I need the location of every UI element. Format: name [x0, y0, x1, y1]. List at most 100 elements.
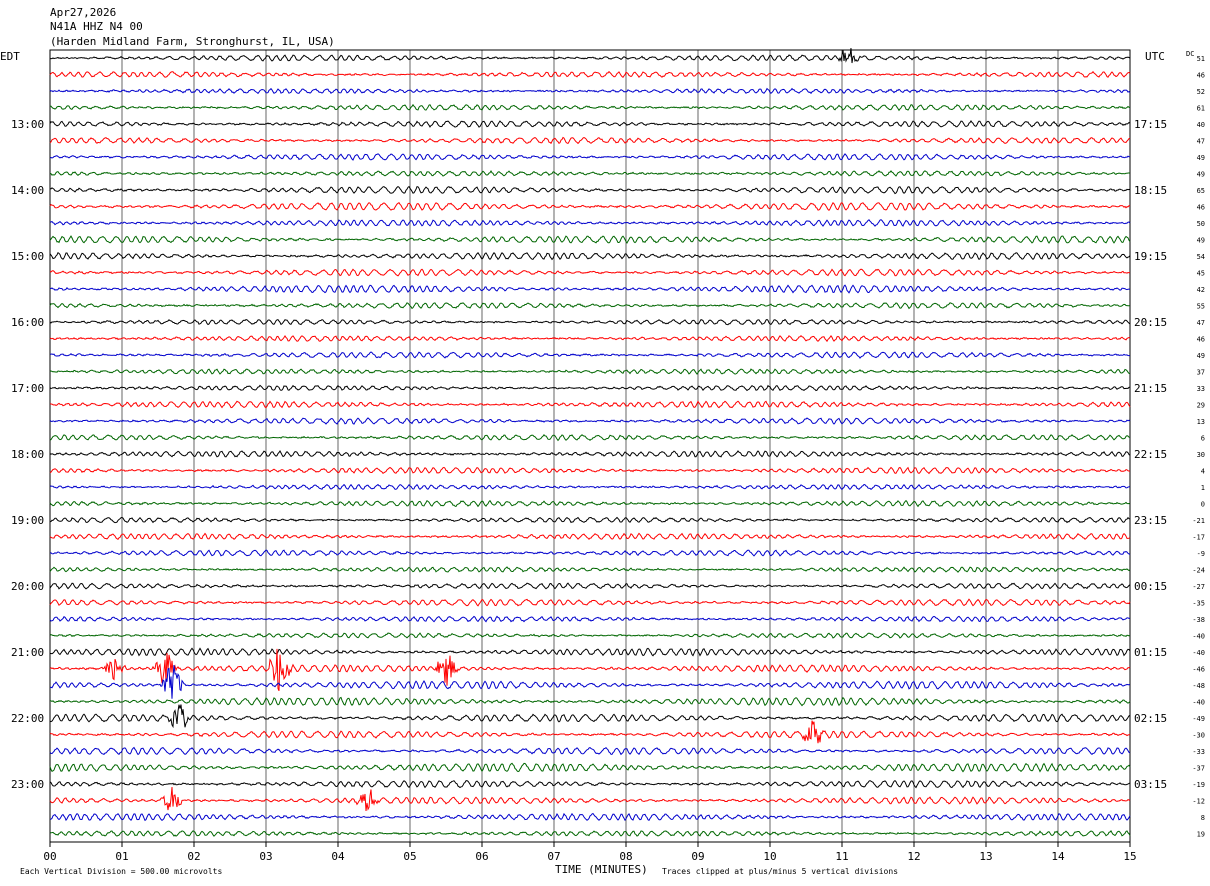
trace-lines — [49, 48, 1131, 837]
trace-line — [49, 499, 1131, 508]
dc-offset-label: -12 — [1192, 798, 1205, 806]
trace-line — [49, 368, 1131, 375]
x-tick-label: 01 — [115, 850, 128, 863]
x-tick-label: 11 — [835, 850, 848, 863]
dc-offset-label: -21 — [1192, 517, 1205, 525]
trace-line — [49, 450, 1131, 458]
trace-line — [49, 153, 1131, 161]
trace-line — [49, 664, 1131, 699]
left-hour-label: 18:00 — [11, 448, 44, 461]
trace-line — [49, 87, 1131, 95]
dc-offset-label: -37 — [1192, 765, 1205, 773]
dc-offset-label: 49 — [1197, 171, 1205, 179]
trace-line — [49, 400, 1131, 409]
left-hour-label: 15:00 — [11, 250, 44, 263]
right-hour-label: 01:15 — [1134, 646, 1167, 659]
left-hour-label: 14:00 — [11, 184, 44, 197]
plot-border — [49, 49, 1131, 843]
right-hour-labels: 17:15 18:15 19:15 20:15 21:15 22:15 23:15 00:15… — [1134, 118, 1167, 791]
trace-line — [49, 318, 1131, 326]
trace-line — [49, 696, 1131, 707]
dc-offset-label: -30 — [1192, 732, 1205, 740]
dc-offset-label: -49 — [1192, 715, 1205, 723]
trace-line — [49, 632, 1131, 639]
dc-offset-label: -19 — [1192, 781, 1205, 789]
trace-line — [49, 417, 1131, 425]
dc-offset-label: -38 — [1192, 616, 1205, 624]
left-hour-label: 19:00 — [11, 514, 44, 527]
dc-offset-label: 8 — [1201, 814, 1205, 822]
right-hour-label: 23:15 — [1134, 514, 1167, 527]
left-hour-label: 22:00 — [11, 712, 44, 725]
right-hour-label: 17:15 — [1134, 118, 1167, 131]
trace-line — [49, 746, 1131, 756]
x-tick-label: 03 — [259, 850, 272, 863]
trace-line — [49, 119, 1131, 128]
trace-line — [49, 169, 1130, 177]
x-tick-label: 15 — [1123, 850, 1136, 863]
dc-offset-label: -35 — [1192, 600, 1205, 608]
dc-offset-label: 40 — [1197, 121, 1205, 129]
trace-line — [49, 136, 1131, 145]
x-tick-label: 06 — [475, 850, 488, 863]
left-hour-label: 23:00 — [11, 778, 44, 791]
x-axis-ticks: 00 01 02 03 04 05 06 07 08 09 10 11 12 13 14 15 — [43, 842, 1137, 863]
dc-offset-label: 19 — [1197, 831, 1205, 839]
dc-offset-label: 46 — [1197, 72, 1205, 80]
right-hour-label: 21:15 — [1134, 382, 1167, 395]
dc-offset-label: 1 — [1201, 484, 1205, 492]
x-axis-title: TIME (MINUTES) — [555, 863, 648, 876]
right-hour-label: 22:15 — [1134, 448, 1167, 461]
dc-offset-label: -17 — [1192, 534, 1205, 542]
x-tick-label: 04 — [331, 850, 345, 863]
trace-line — [49, 334, 1131, 343]
left-hour-label: 21:00 — [11, 646, 44, 659]
plot-frame — [49, 49, 1131, 843]
dc-offset-label: 65 — [1197, 187, 1205, 195]
dc-offset-label: 49 — [1197, 237, 1205, 245]
station-location: (Harden Midland Farm, Stronghurst, IL, U… — [50, 35, 335, 48]
right-timezone-label: UTC — [1145, 50, 1165, 63]
dc-offset-labels: 5146526140474949654650495445425547464937… — [1192, 55, 1205, 839]
x-tick-label: 05 — [403, 850, 416, 863]
scale-note: Each Vertical Division = 500.00 microvol… — [20, 867, 222, 876]
clip-note: Traces clipped at plus/minus 5 vertical … — [662, 867, 898, 876]
dc-offset-label: -46 — [1192, 666, 1205, 674]
dc-offset-label: 4 — [1201, 468, 1205, 476]
right-hour-label: 03:15 — [1134, 778, 1167, 791]
trace-line — [49, 103, 1131, 112]
dc-offset-label: -33 — [1192, 748, 1205, 756]
dc-offset-label: 46 — [1197, 204, 1205, 212]
dc-offset-label: 52 — [1197, 88, 1205, 96]
left-hour-label: 13:00 — [11, 118, 44, 131]
dc-offset-label: 46 — [1197, 336, 1205, 344]
trace-line — [49, 268, 1131, 277]
trace-line — [50, 647, 1131, 657]
right-hour-label: 02:15 — [1134, 712, 1167, 725]
trace-line — [49, 434, 1131, 442]
trace-line — [49, 185, 1131, 195]
trace-line — [49, 384, 1131, 392]
left-hour-labels: 13:00 14:00 15:00 16:00 17:00 18:00 19:00 20:00… — [11, 118, 44, 791]
trace-line — [49, 235, 1131, 244]
trace-line — [49, 483, 1131, 491]
dc-label: DC — [1186, 50, 1194, 58]
dc-offset-label: 50 — [1197, 220, 1205, 228]
dc-offset-label: 33 — [1197, 385, 1205, 393]
dc-offset-label: 61 — [1197, 105, 1205, 113]
trace-line — [49, 284, 1131, 294]
trace-line — [49, 598, 1131, 607]
trace-line — [49, 720, 1131, 744]
x-tick-label: 13 — [979, 850, 992, 863]
trace-line — [49, 466, 1131, 475]
dc-offset-label: -27 — [1192, 583, 1205, 591]
x-tick-label: 00 — [43, 850, 56, 863]
left-hour-label: 20:00 — [11, 580, 44, 593]
x-tick-label: 08 — [619, 850, 632, 863]
dc-offset-label: -48 — [1192, 682, 1205, 690]
dc-offset-label: -24 — [1192, 567, 1205, 575]
dc-offset-label: 49 — [1197, 352, 1205, 360]
dc-offset-label: 45 — [1197, 270, 1205, 278]
x-tick-label: 14 — [1051, 850, 1065, 863]
